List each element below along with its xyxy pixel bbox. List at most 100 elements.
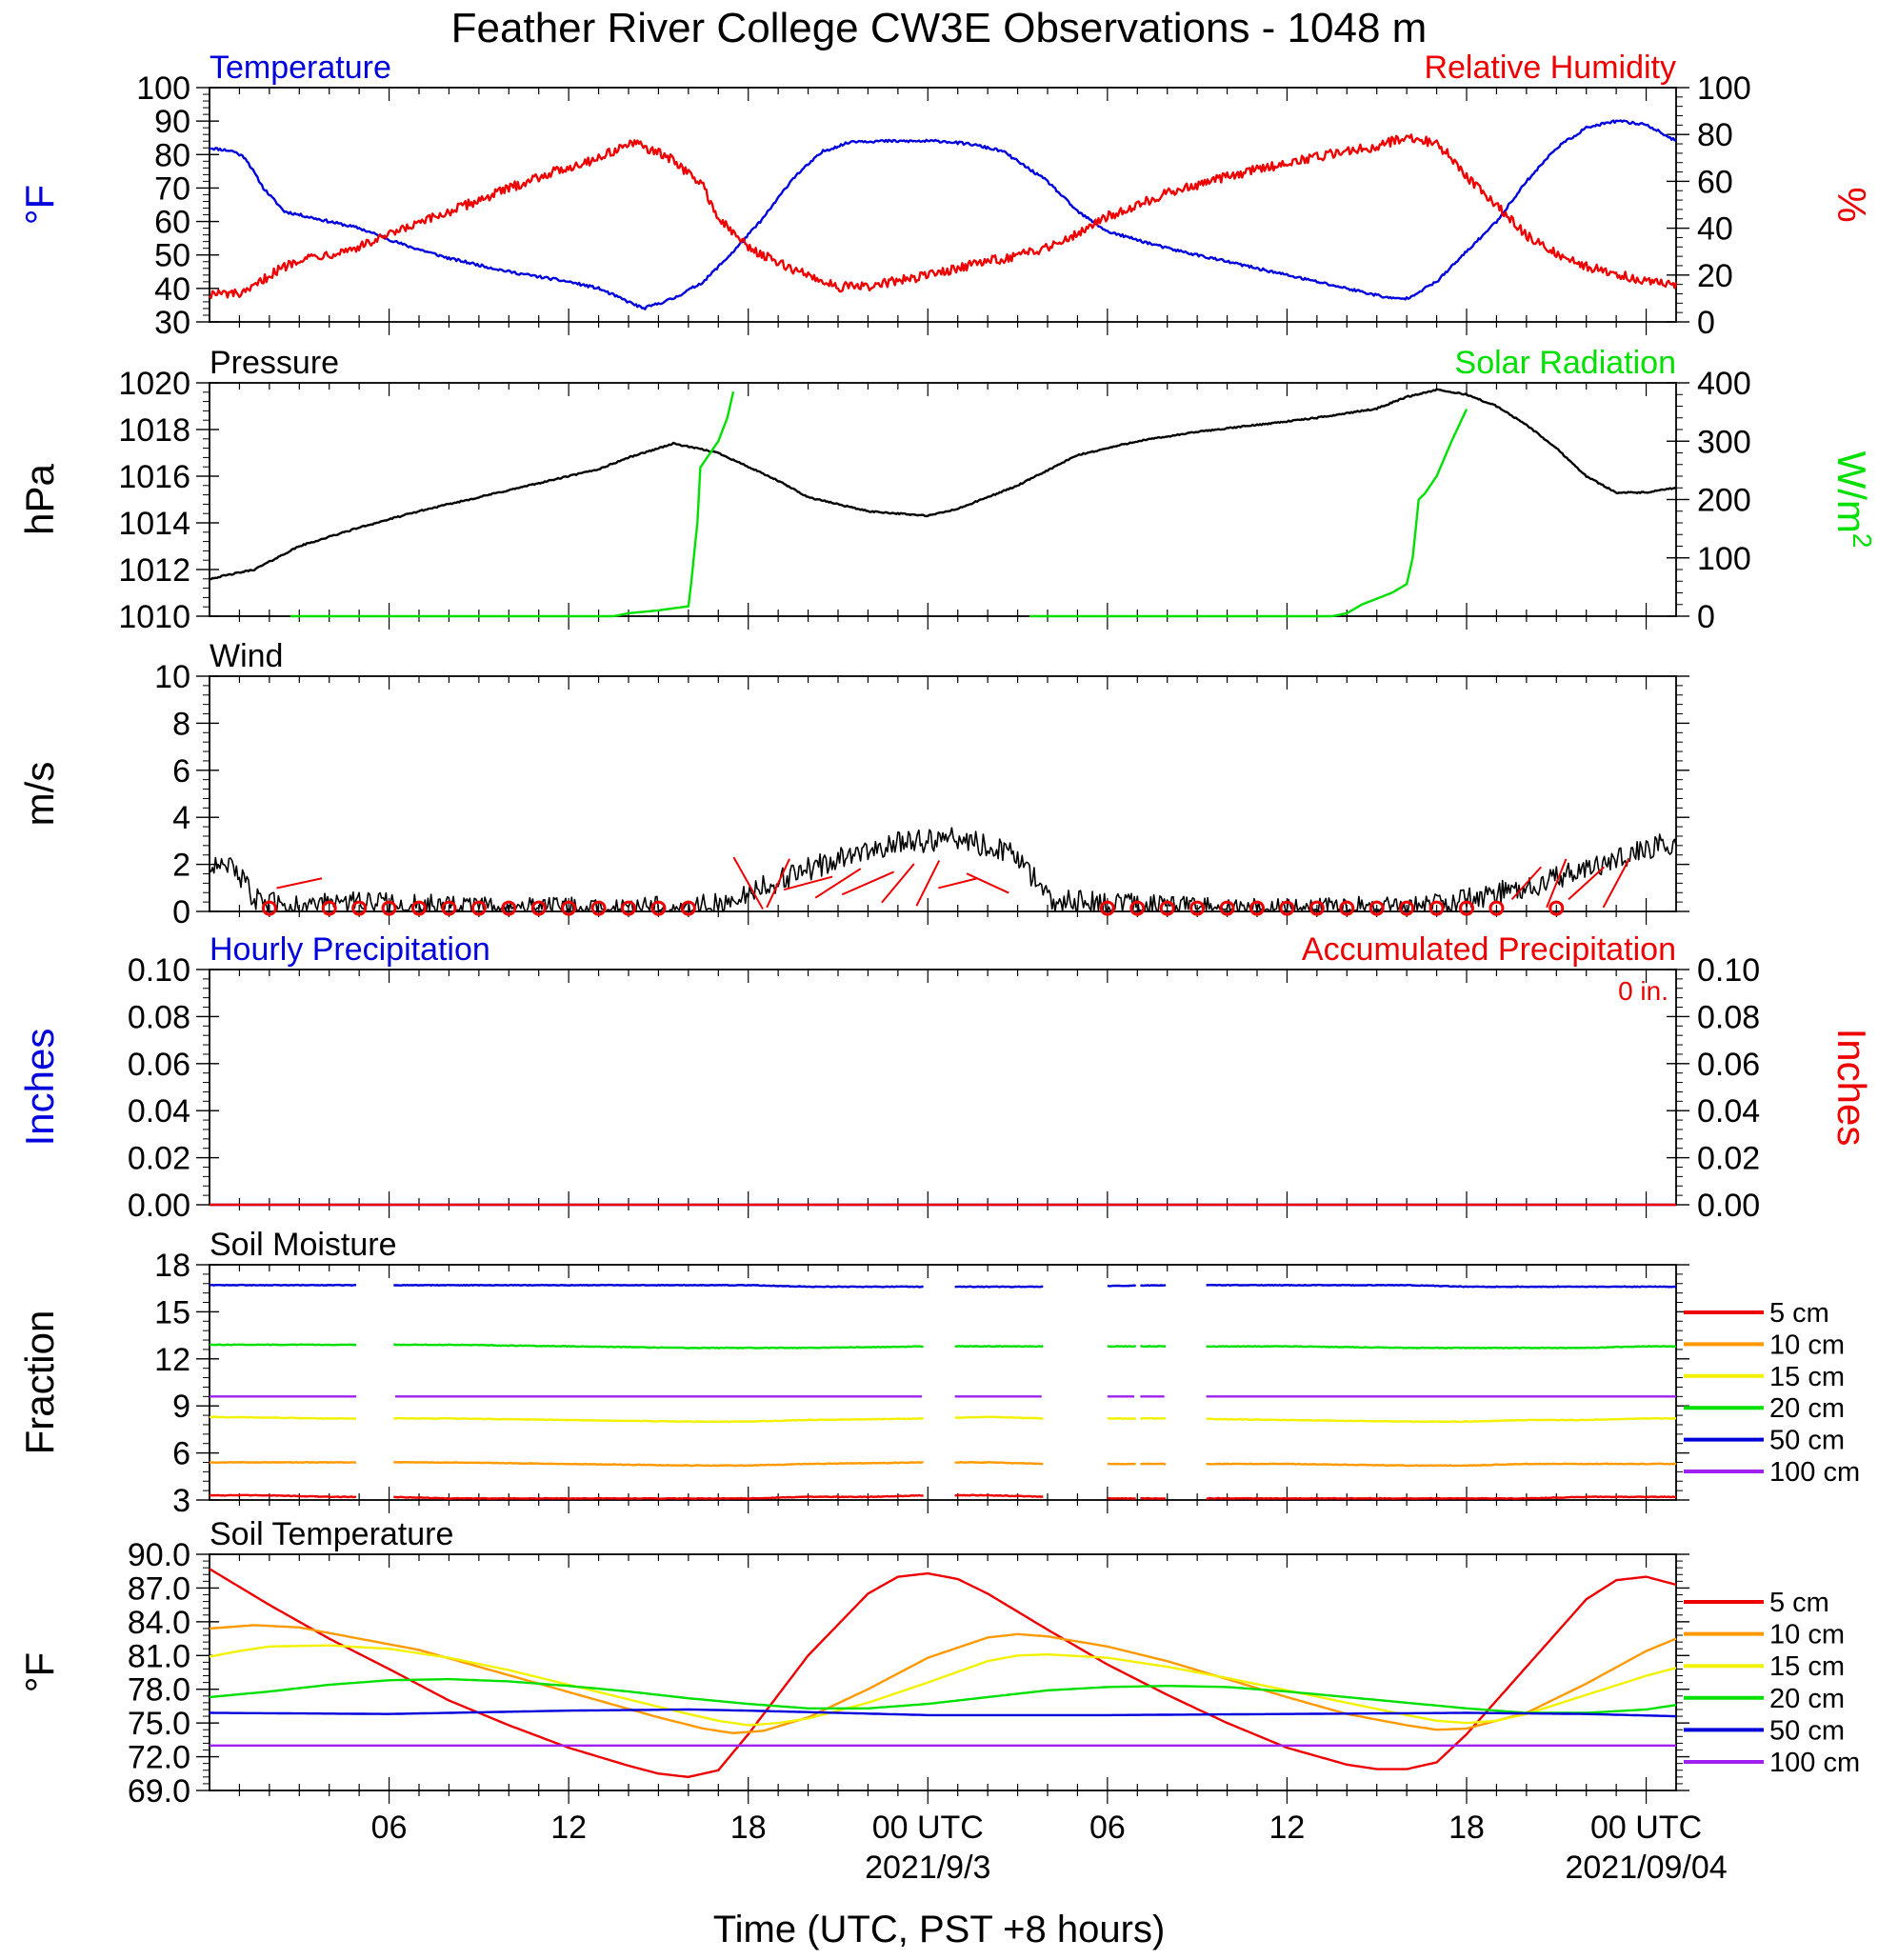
legend-label: 5 cm — [1769, 1588, 1829, 1618]
calm-wind-circle — [530, 900, 547, 916]
y-axis-label-left: Fraction — [17, 1310, 62, 1455]
y-tick-label-left: 40 — [154, 271, 190, 308]
calm-wind-circle — [1189, 900, 1206, 916]
y-tick-label-left: 0 — [172, 894, 190, 930]
legend-label: 100 cm — [1769, 1457, 1860, 1488]
panel-title-left: Soil Moisture — [210, 1227, 397, 1263]
y-tick-label-left: 72.0 — [128, 1740, 190, 1776]
y-tick-label-left: 1014 — [118, 506, 190, 542]
y-tick-label-left: 9 — [172, 1389, 190, 1425]
x-tick-label: 12 — [550, 1810, 587, 1846]
y-tick-label-left: 81.0 — [128, 1638, 190, 1674]
y-tick-label-right: 0.06 — [1697, 1047, 1760, 1083]
series-line-5-cm — [209, 1568, 1677, 1778]
calm-wind-circle — [561, 900, 577, 916]
calm-wind-circle — [621, 900, 636, 916]
panel-temp_rh: 30405060708090100020406080100Temperature… — [17, 50, 1874, 341]
y-axis-label-left: hPa — [17, 463, 62, 534]
series-line-15-cm — [209, 1644, 1677, 1727]
calm-wind-circle — [1279, 900, 1295, 916]
legend-label: 20 cm — [1769, 1684, 1845, 1714]
panel-soil_temperature: 69.072.075.078.081.084.087.090.0 Soil Tem… — [17, 1516, 1860, 1886]
y-tick-label-left: 0.06 — [128, 1047, 190, 1083]
y-tick-label-left: 2 — [172, 848, 190, 884]
y-tick-label-left: 6 — [172, 1436, 190, 1472]
plot-frame — [209, 87, 1677, 323]
y-tick-label-left: 0.08 — [128, 999, 190, 1035]
y-tick-label-left: 12 — [154, 1342, 190, 1378]
y-tick-label-left: 87.0 — [128, 1570, 190, 1607]
y-tick-label-right: 0.04 — [1697, 1093, 1760, 1130]
wind-barb — [1510, 866, 1542, 901]
calm-wind-circle — [411, 900, 427, 916]
calm-wind-circle — [351, 900, 368, 916]
plot-frame — [209, 1553, 1677, 1791]
calm-wind-circle — [470, 900, 487, 916]
wind-barb — [1568, 866, 1606, 901]
y-axis-label-right: % — [1829, 187, 1874, 222]
x-axis-label: Time (UTC, PST +8 hours) — [713, 1909, 1166, 1950]
calm-wind-circle — [501, 900, 517, 916]
plot-frame — [209, 382, 1677, 617]
calm-wind-circle — [1309, 900, 1325, 916]
panel-precip: 0.00 0.02 0.04 0.06 0.08 0.10 0.00 0.02 0.04 0.06… — [17, 931, 1874, 1224]
wind-barb — [766, 858, 790, 909]
panel-title-right: Solar Radiation — [1455, 345, 1676, 381]
panel-title-left: Hourly Precipitation — [210, 931, 490, 968]
x-date-label: 2021/09/04 — [1565, 1850, 1727, 1886]
wind-barb — [276, 877, 323, 890]
y-tick-label-left: 75.0 — [128, 1706, 190, 1742]
y-tick-label-left: 30 — [154, 305, 190, 341]
y-tick-label-right: 0 — [1697, 599, 1715, 635]
y-tick-label-left: 0.00 — [128, 1188, 190, 1224]
y-tick-label-left: 1010 — [118, 599, 190, 635]
series-line-20-cm — [209, 1677, 1677, 1714]
panel-pressure_solar: 1010 1012 1014 1016 1018 1020 0 100 200 300 400 Pre… — [17, 345, 1877, 635]
legend-label: 15 cm — [1769, 1362, 1845, 1392]
calm-wind-circle — [441, 900, 457, 916]
y-tick-label-left: 1018 — [118, 412, 190, 449]
panels: 30405060708090100020406080100Temperature… — [17, 50, 1877, 1886]
y-tick-label-left: 0.10 — [128, 952, 190, 989]
panel-title-right: Relative Humidity — [1424, 50, 1676, 86]
x-tick-label: 00 UTC — [872, 1810, 984, 1846]
y-tick-label-right: 80 — [1697, 117, 1733, 153]
legend-label: 10 cm — [1769, 1620, 1845, 1650]
panel-title-left: Wind — [210, 638, 283, 674]
calm-wind-circle — [1249, 900, 1265, 916]
legend-label: 20 cm — [1769, 1393, 1845, 1424]
x-tick-label: 00 UTC — [1590, 1810, 1702, 1846]
wind-barb — [814, 868, 862, 899]
calm-wind-circle — [1399, 900, 1415, 916]
legend-label: 15 cm — [1769, 1651, 1845, 1682]
legend-label: 5 cm — [1769, 1298, 1829, 1329]
y-tick-label-left: 1020 — [118, 366, 190, 402]
y-tick-label-left: 0.02 — [128, 1141, 190, 1177]
y-tick-label-left: 60 — [154, 205, 190, 241]
y-tick-label-left: 8 — [172, 706, 190, 742]
y-tick-label-left: 0.04 — [128, 1093, 190, 1130]
y-tick-label-right: 20 — [1697, 258, 1733, 294]
series-line-black — [209, 827, 1677, 912]
panel-title-right: Accumulated Precipitation — [1302, 931, 1676, 968]
calm-wind-circle — [1129, 900, 1146, 916]
y-tick-label-right: 300 — [1697, 424, 1751, 460]
calm-wind-circle — [680, 900, 696, 916]
y-axis-label-right: W/m2 — [1829, 451, 1877, 549]
y-tick-label-right: 60 — [1697, 164, 1733, 200]
wind-barb — [841, 870, 895, 896]
y-tick-label-left: 3 — [172, 1483, 190, 1519]
series-line-5-cm — [209, 1493, 1677, 1500]
wind-barb — [966, 872, 1009, 894]
y-tick-label-left: 70 — [154, 170, 190, 207]
y-tick-label-left: 69.0 — [128, 1773, 190, 1810]
panel-wind: 0 2 4 6 8 10 Wind m/s — [17, 638, 1689, 930]
y-axis-label-right: Inches — [1829, 1029, 1874, 1147]
y-axis-label-left: °F — [17, 1652, 62, 1692]
panel-annotation: 0 in. — [1618, 976, 1668, 1006]
y-axis-label-left: Inches — [17, 1029, 62, 1147]
calm-wind-circle — [1488, 900, 1505, 916]
series-line-green — [290, 390, 735, 618]
